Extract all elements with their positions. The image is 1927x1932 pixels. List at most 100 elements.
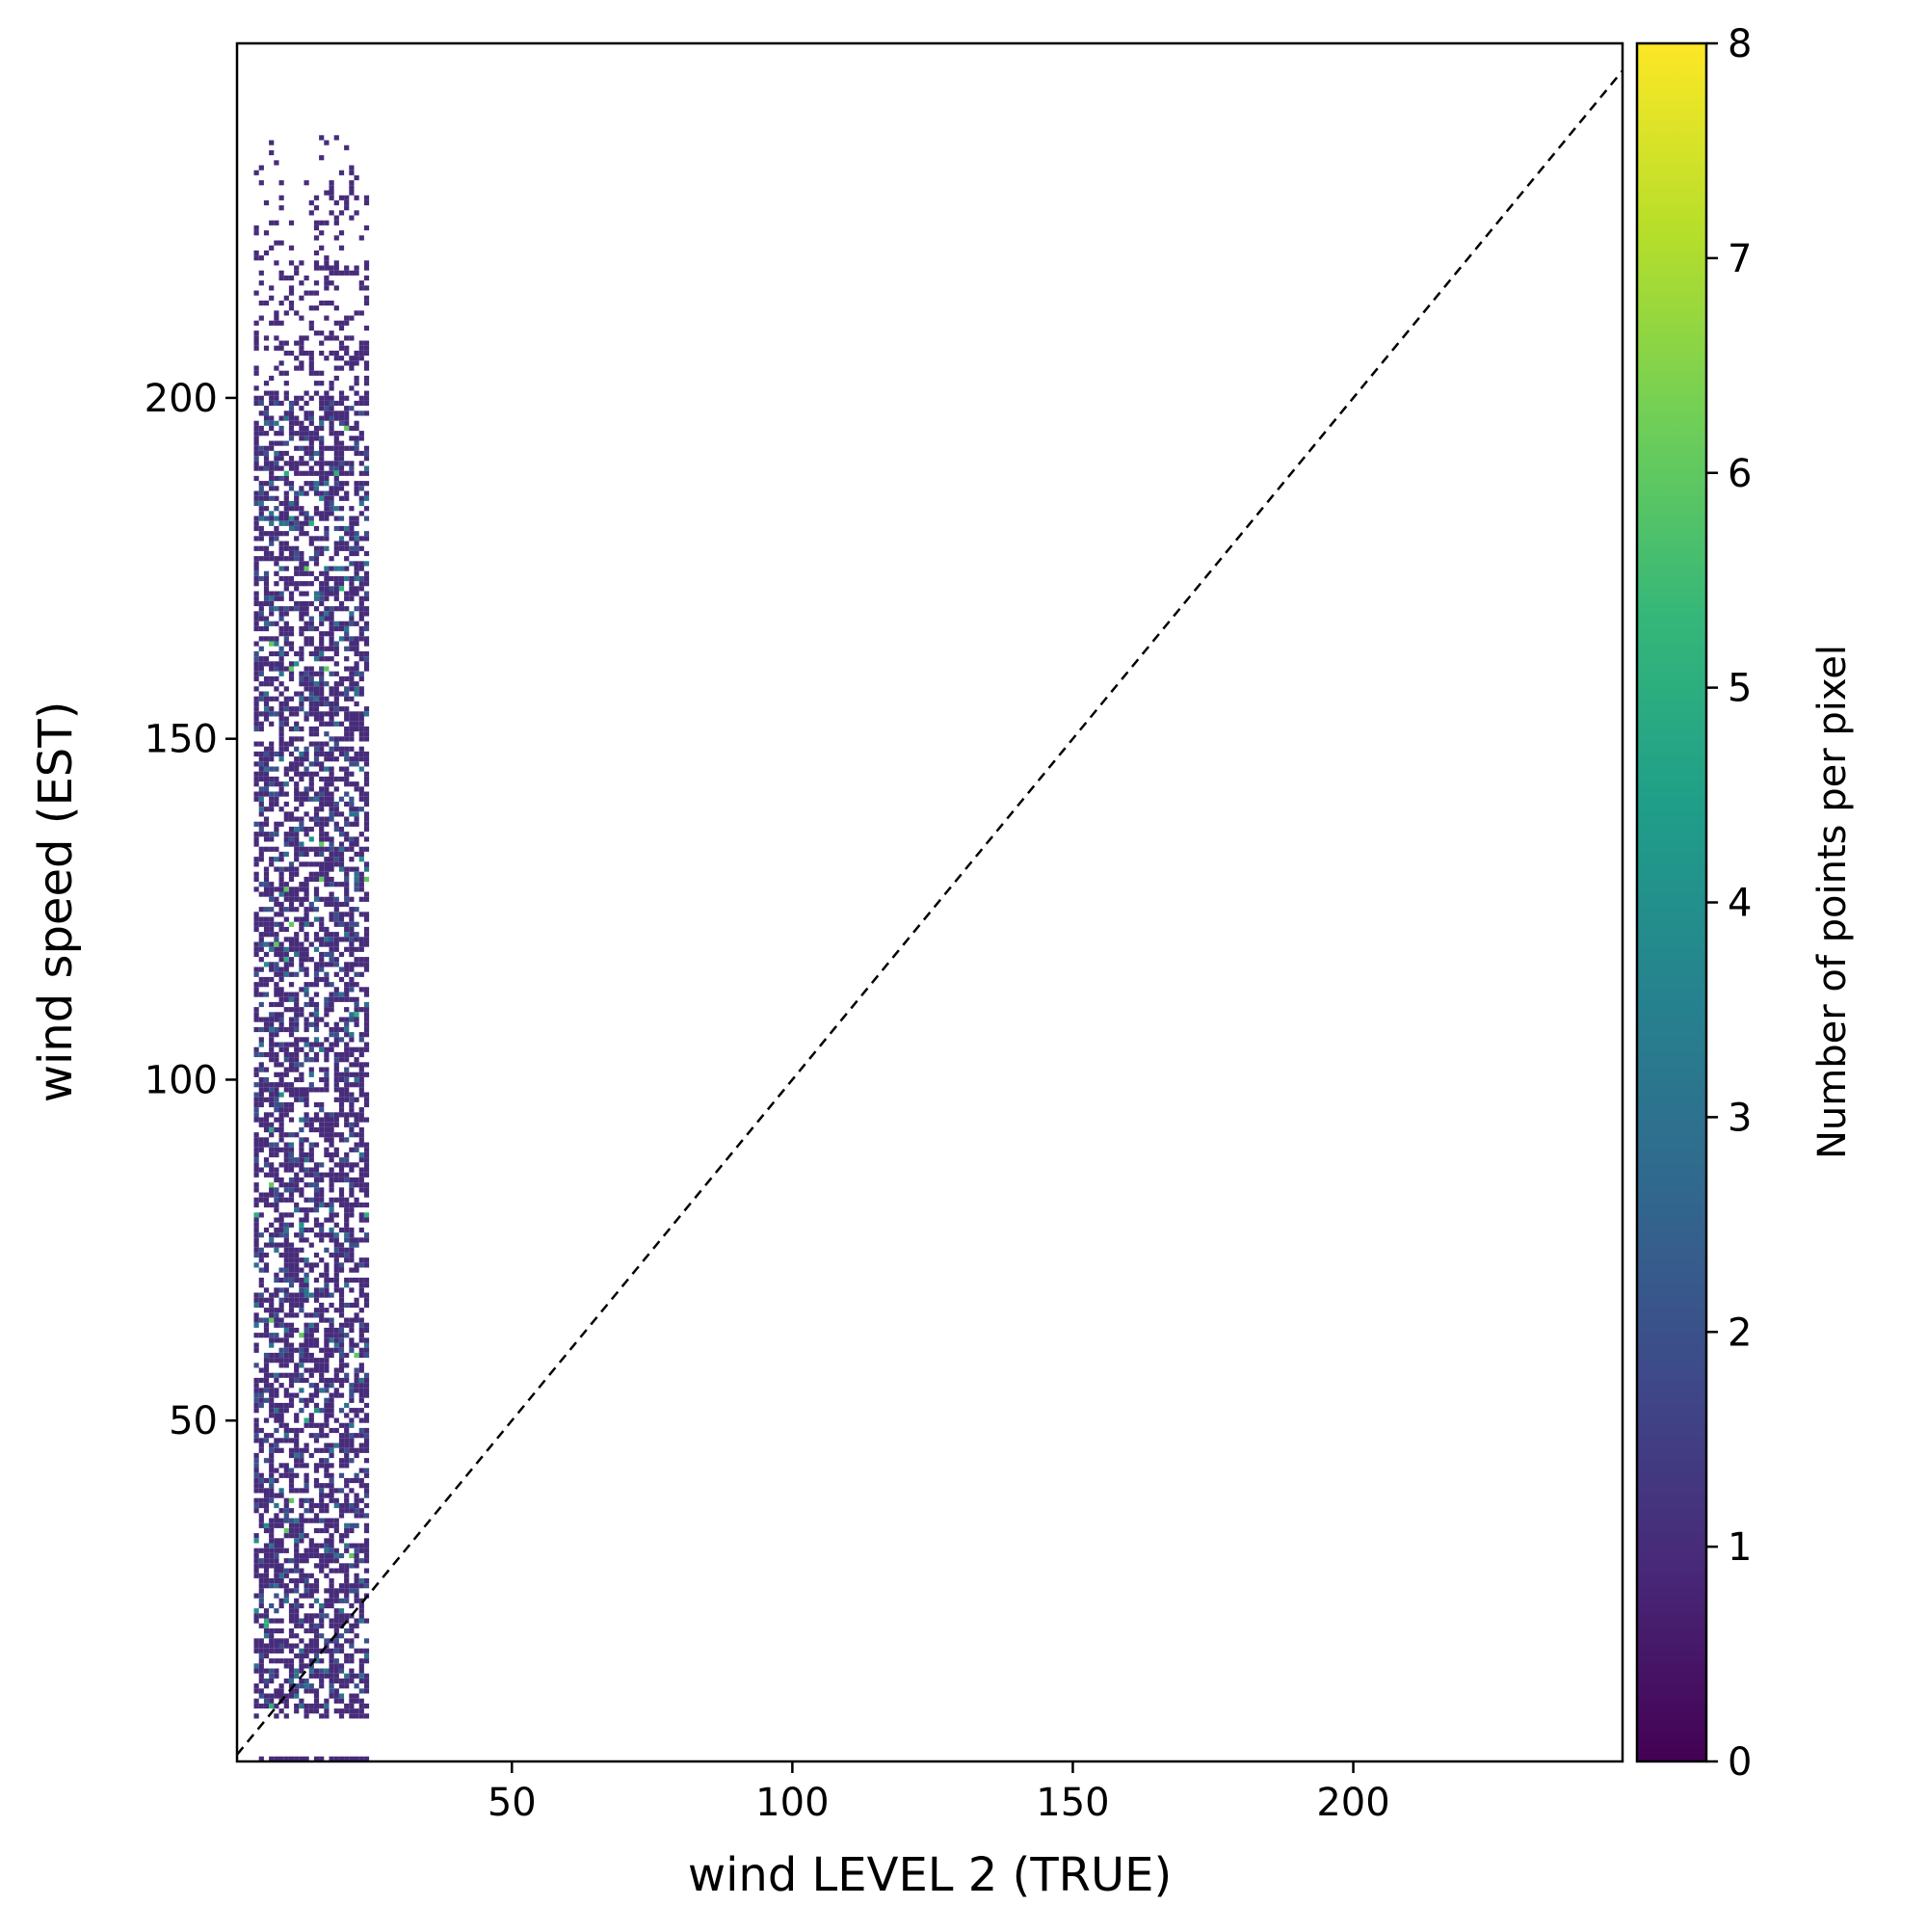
density-cell	[283, 1157, 289, 1163]
density-cell	[253, 726, 259, 732]
density-cell	[354, 671, 359, 676]
density-cell	[358, 946, 364, 952]
density-cell	[344, 1076, 350, 1083]
density-cell	[274, 1417, 279, 1423]
density-cell	[319, 801, 325, 807]
density-cell	[283, 1312, 289, 1318]
density-cell	[358, 1756, 364, 1761]
density-cell	[299, 946, 304, 952]
density-cell	[338, 937, 345, 942]
density-cell	[283, 1402, 289, 1409]
density-cell	[344, 320, 350, 326]
density-cell	[338, 1202, 345, 1208]
density-cell	[354, 1713, 359, 1719]
density-cell	[363, 506, 370, 512]
density-cell	[319, 495, 325, 501]
density-cell	[304, 916, 309, 922]
density-cell	[288, 1132, 295, 1138]
density-cell	[299, 550, 304, 557]
density-cell	[354, 420, 359, 426]
density-cell	[288, 1222, 295, 1228]
density-cell	[333, 1151, 339, 1158]
density-cell	[349, 721, 355, 727]
colorbar-tick-label: 7	[1728, 237, 1752, 281]
density-cell	[333, 1222, 339, 1228]
density-cell	[313, 1112, 320, 1118]
density-cell	[269, 400, 275, 407]
density-cell	[358, 1227, 364, 1233]
density-cell	[283, 832, 289, 837]
density-cell	[354, 1162, 359, 1168]
density-cell	[278, 1447, 284, 1453]
density-cell	[313, 1012, 320, 1018]
density-cell	[253, 1142, 259, 1148]
density-cell	[304, 1653, 309, 1659]
density-cell	[313, 1217, 320, 1223]
density-cell	[329, 1598, 334, 1603]
density-cell	[329, 625, 334, 632]
density-cell	[253, 711, 259, 717]
density-cell	[269, 1658, 275, 1664]
density-cell	[283, 666, 289, 672]
density-cell	[358, 691, 364, 697]
density-cell	[269, 245, 275, 251]
density-cell	[354, 1372, 359, 1378]
density-cell	[278, 500, 284, 507]
density-cell	[344, 636, 350, 642]
density-cell	[269, 1413, 275, 1418]
density-cell	[338, 1292, 345, 1298]
density-cell	[269, 1057, 275, 1063]
density-cell	[288, 1588, 295, 1594]
density-cell	[253, 1573, 259, 1578]
density-cell	[288, 1383, 295, 1389]
density-cell	[313, 1342, 320, 1348]
density-cell	[349, 1257, 355, 1263]
density-cell	[278, 1322, 284, 1328]
density-cell	[278, 1197, 284, 1203]
density-cell	[333, 821, 339, 827]
density-cell	[263, 586, 270, 592]
density-cell	[288, 260, 295, 266]
density-cell	[333, 901, 339, 908]
density-cell	[294, 1232, 300, 1238]
density-cell	[329, 951, 334, 958]
density-cell	[333, 1037, 339, 1043]
density-cell	[358, 595, 364, 601]
density-cell	[278, 726, 284, 732]
density-cell	[338, 1633, 345, 1639]
density-cell	[299, 696, 304, 701]
density-cell	[329, 876, 334, 883]
density-cell	[283, 350, 289, 357]
density-cell	[313, 591, 320, 596]
density-cell	[313, 486, 320, 491]
density-cell	[333, 490, 339, 496]
density-cell	[333, 1042, 339, 1047]
density-cell	[333, 1663, 339, 1669]
density-cell	[358, 736, 364, 742]
density-cell	[363, 1262, 370, 1268]
density-cell	[333, 410, 339, 416]
density-cell	[358, 1408, 364, 1414]
density-cell	[363, 1673, 370, 1679]
density-cell	[253, 1552, 259, 1559]
density-cell	[253, 1558, 259, 1564]
density-cell	[294, 586, 300, 592]
density-cell	[283, 1142, 289, 1148]
density-cell	[304, 1708, 309, 1714]
density-cell	[333, 595, 339, 601]
density-cell	[288, 595, 295, 601]
density-cell	[313, 1057, 320, 1063]
density-cell	[288, 1157, 295, 1163]
density-cell	[329, 611, 334, 617]
density-cell	[329, 445, 334, 451]
density-cell	[269, 681, 275, 687]
density-cell	[338, 1643, 345, 1649]
density-cell	[338, 230, 345, 236]
density-cell	[299, 486, 304, 491]
density-cell	[349, 756, 355, 762]
density-cell	[278, 1026, 284, 1033]
density-cell	[278, 1101, 284, 1108]
density-cell	[338, 470, 345, 476]
density-cell	[349, 1643, 355, 1649]
density-cell	[253, 225, 259, 231]
